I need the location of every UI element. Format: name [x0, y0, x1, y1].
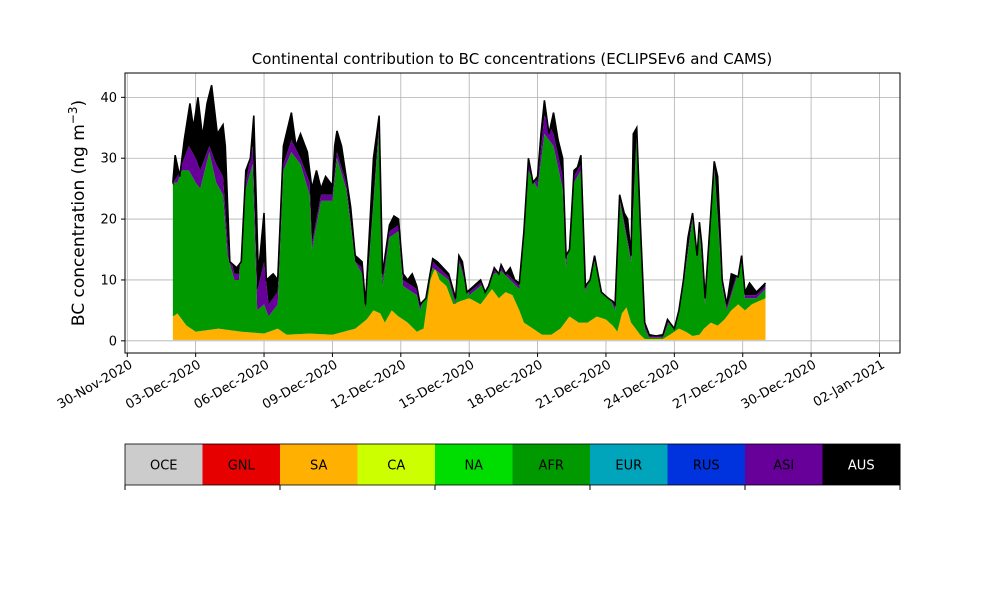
- legend-label-aus: AUS: [848, 459, 875, 474]
- x-tick-label: 21-Dec-2020: [534, 357, 614, 412]
- area-sa: [172, 269, 766, 340]
- x-tick-label: 06-Dec-2020: [192, 357, 272, 412]
- legend-frame: [124, 443, 901, 486]
- legend-label-asi: ASI: [773, 459, 794, 474]
- x-tick-label: 30-Dec-2020: [739, 357, 819, 412]
- legend-swatch-ca: [357, 444, 436, 485]
- x-tick-label: 15-Dec-2020: [397, 357, 477, 412]
- y-tick-label: 0: [109, 334, 117, 349]
- legend-swatch-asi: [745, 444, 823, 485]
- y-tick-label: 30: [100, 152, 117, 167]
- total-outline: [172, 84, 767, 337]
- x-axis-ticks: 30-Nov-202003-Dec-202006-Dec-202009-Dec-…: [55, 353, 887, 413]
- legend-swatch-eur: [590, 444, 668, 485]
- y-axis-ticks: 0 10 20 30 40: [100, 91, 125, 349]
- chart-title: Continental contribution to BC concentra…: [252, 50, 773, 68]
- x-tick-label: 24-Dec-2020: [602, 357, 682, 412]
- legend-swatch-rus: [667, 444, 746, 485]
- legend-label-ca: CA: [387, 459, 405, 474]
- legend-label-sa: SA: [310, 459, 327, 474]
- legend-label-oce: OCE: [150, 459, 178, 474]
- legend-colorbar: OCE GNL SA CA NA AFR EUR RUS ASI AUS: [124, 443, 901, 490]
- area-oce: [172, 339, 766, 341]
- legend-swatch-oce: [125, 444, 203, 485]
- stacked-area-layer: [172, 84, 767, 341]
- legend-swatch-sa: [280, 444, 358, 485]
- x-tick-label: 03-Dec-2020: [123, 357, 203, 412]
- x-tick-label: 09-Dec-2020: [260, 357, 340, 412]
- y-tick-label: 40: [100, 91, 117, 106]
- y-tick-label: 20: [100, 213, 117, 228]
- legend-swatch-aus: [822, 444, 901, 485]
- axes-frame: [124, 72, 901, 354]
- legend-label-eur: EUR: [615, 459, 642, 474]
- legend-swatch-afr: [512, 444, 591, 485]
- x-tick-label: 30-Nov-2020: [55, 357, 135, 412]
- x-tick-label: 27-Dec-2020: [670, 357, 750, 412]
- legend-label-na: NA: [464, 459, 483, 474]
- area-asi: [172, 115, 766, 338]
- legend-swatch-na: [435, 444, 513, 485]
- x-tick-label: 12-Dec-2020: [328, 357, 408, 412]
- area-afr: [172, 127, 766, 339]
- x-tick-label: 02-Jan-2021: [811, 357, 888, 410]
- legend-swatch-gnl: [202, 444, 281, 485]
- x-tick-label: 18-Dec-2020: [465, 357, 545, 412]
- legend-label-gnl: GNL: [228, 459, 256, 474]
- y-tick-label: 10: [100, 273, 117, 288]
- legend-label-afr: AFR: [539, 459, 564, 474]
- legend-label-rus: RUS: [693, 459, 720, 474]
- y-axis-label: BC concentration (ng m−3): [66, 100, 89, 326]
